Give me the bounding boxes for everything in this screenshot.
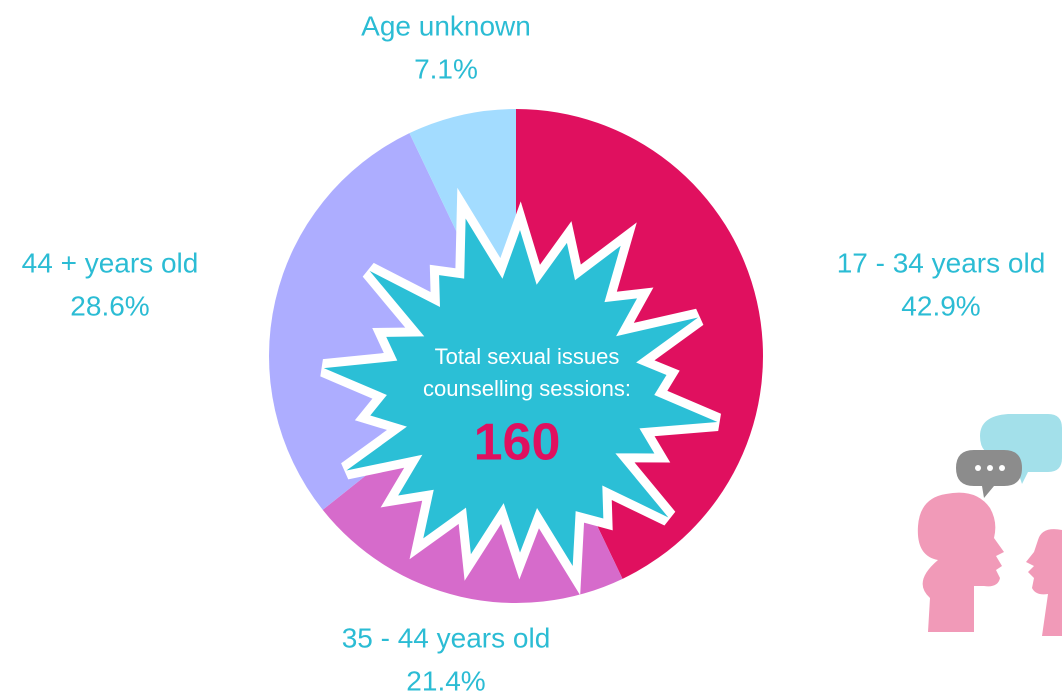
value-label: 28.6%: [70, 290, 149, 321]
value-label: 42.9%: [901, 290, 980, 321]
category-label: Age unknown: [361, 10, 531, 41]
category-label: 44 + years old: [22, 247, 199, 278]
value-label: 7.1%: [414, 53, 478, 84]
category-label: 35 - 44 years old: [342, 622, 551, 653]
category-label: 17 - 34 years old: [837, 247, 1046, 278]
center-text: counselling sessions:: [423, 376, 631, 401]
value-label: 21.4%: [406, 665, 485, 695]
center-text: Total sexual issues: [435, 344, 620, 369]
chart: Total sexual issues counselling sessions:…: [0, 0, 1062, 695]
talking-heads-icon: [918, 414, 1062, 636]
total-value: 160: [474, 414, 561, 472]
